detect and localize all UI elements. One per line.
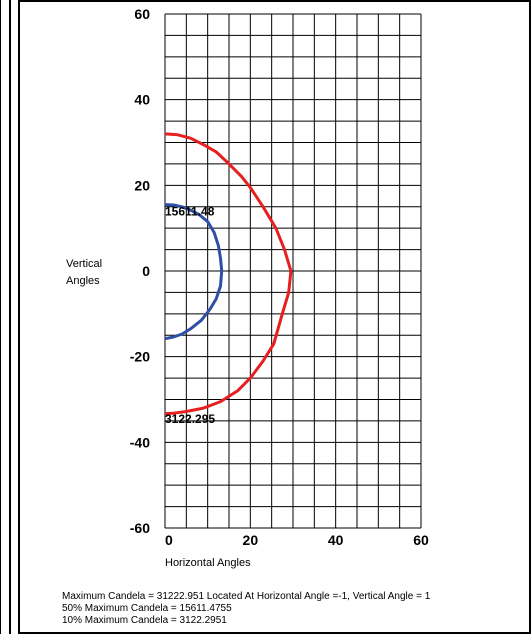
candela-summary: Maximum Candela = 31222.951 Located At H…: [62, 591, 430, 627]
candela-contours: [164, 132, 293, 416]
x-tick-labels: 0 20 40 60: [165, 532, 429, 548]
y-tick-label: 60: [134, 6, 150, 22]
x-tick-label: 0: [165, 532, 173, 548]
main-panel-border: [18, 0, 531, 634]
y-tick-label: -40: [130, 434, 150, 450]
x-tick-label: 40: [328, 532, 344, 548]
y-tick-label: -20: [130, 349, 150, 365]
contour-labels: 3122.295 15611.48: [165, 204, 215, 426]
y-tick-label: 40: [134, 92, 150, 108]
grid: [164, 13, 422, 529]
max-candela-text: Maximum Candela = 31222.951 Located At H…: [62, 591, 431, 602]
y-tick-label: -60: [130, 520, 150, 536]
y-tick-label: 20: [134, 177, 150, 193]
ten-percent-text: 10% Maximum Candela = 3122.2951: [62, 615, 227, 626]
x-axis-label: Horizontal Angles: [165, 557, 251, 569]
y-axis-label-line2: Angles: [66, 275, 100, 287]
contour-label-1: 3122.295: [165, 412, 215, 426]
contour-line-1: [164, 132, 293, 416]
contour-label-2: 15611.48: [165, 204, 215, 218]
fifty-percent-text: 50% Maximum Candela = 15611.4755: [62, 603, 232, 614]
y-tick-label: 0: [142, 263, 150, 279]
y-tick-labels: 60 40 20 0 -20 -40 -60: [130, 6, 150, 536]
y-axis-label-line1: Vertical: [66, 258, 102, 270]
contour-line-2: [164, 203, 224, 341]
x-tick-label: 20: [243, 532, 259, 548]
x-tick-label: 60: [413, 532, 429, 548]
